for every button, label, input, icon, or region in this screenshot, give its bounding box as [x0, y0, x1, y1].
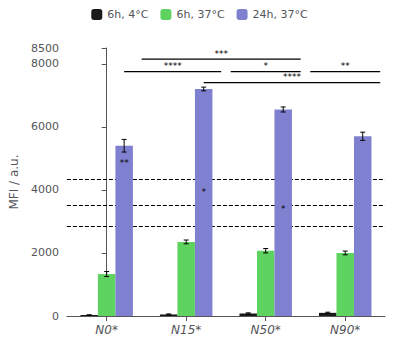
svg-text:N90*: N90*	[330, 323, 360, 337]
svg-text:*: *	[281, 204, 286, 214]
svg-text:**: **	[120, 158, 130, 168]
svg-text:0: 0	[52, 310, 59, 323]
svg-text:24h, 37°C: 24h, 37°C	[253, 8, 308, 21]
svg-text:N0*: N0*	[95, 323, 118, 337]
svg-text:*: *	[263, 61, 268, 71]
svg-text:8000: 8000	[31, 57, 59, 70]
svg-text:8500: 8500	[31, 42, 59, 55]
svg-text:N50*: N50*	[251, 323, 281, 337]
svg-text:***: ***	[214, 49, 228, 59]
svg-text:****: ****	[164, 61, 183, 71]
svg-text:****: ****	[283, 72, 302, 82]
svg-text:**: **	[341, 61, 351, 71]
svg-text:N15*: N15*	[171, 323, 201, 337]
svg-text:MFI / a.u.: MFI / a.u.	[7, 154, 21, 209]
svg-text:6h, 4°C: 6h, 4°C	[107, 8, 148, 21]
svg-text:2000: 2000	[31, 246, 59, 259]
svg-text:4000: 4000	[31, 183, 59, 196]
svg-text:*: *	[201, 187, 206, 197]
svg-text:6h, 37°C: 6h, 37°C	[176, 8, 224, 21]
svg-text:6000: 6000	[31, 120, 59, 133]
